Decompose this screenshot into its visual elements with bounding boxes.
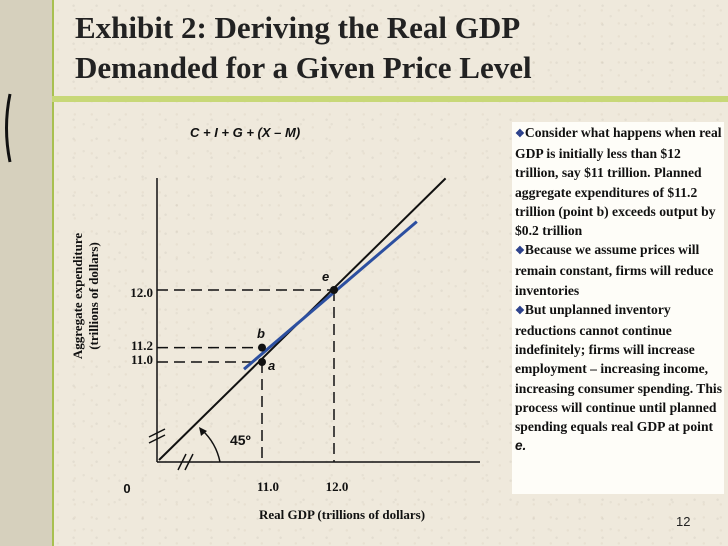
guide-e — [157, 289, 335, 462]
x-axis-break — [177, 453, 194, 471]
side-bracket-decor — [5, 93, 12, 163]
bullet-3: ❖But unplanned inventory reductions cann… — [515, 300, 722, 456]
y-tick-11-2: 11.2 — [131, 338, 153, 353]
left-decor-strip — [0, 0, 54, 546]
y-axis-title-line2: (trillions of dollars) — [86, 242, 101, 350]
point-b — [258, 343, 266, 352]
slide-number: 12 — [676, 514, 691, 529]
title-line-2: Demanded for a Given Price Level — [75, 50, 532, 85]
y-tick-12-0: 12.0 — [130, 285, 153, 300]
ae-curve — [243, 220, 418, 371]
bullet-2-text: Because we assume prices will remain con… — [515, 242, 714, 298]
curve-label: C + I + G + (X – M) — [190, 125, 300, 140]
angle-arrowhead — [199, 427, 207, 436]
title-line-1: Exhibit 2: Deriving the Real GDP — [75, 10, 521, 45]
bullet-panel: ❖Consider what happens when real GDP is … — [512, 122, 724, 494]
point-b-label: b — [257, 326, 265, 341]
y-axis-break — [148, 428, 166, 444]
point-a-label: a — [268, 358, 275, 373]
x-tick-11-0: 11.0 — [257, 479, 279, 494]
bullet-3-text: But unplanned inventory reductions canno… — [515, 301, 722, 435]
point-e-label: e — [322, 269, 329, 284]
origin-label: 0 — [123, 481, 130, 496]
y-tick-11-0: 11.0 — [131, 352, 153, 367]
y-axis-title-line1: Aggregate expenditure — [70, 233, 85, 359]
bullet-1-text: Consider what happens when real GDP is i… — [515, 125, 722, 239]
x-axis-title: Real GDP (trillions of dollars) — [259, 507, 425, 522]
diamond-bullet-icon: ❖ — [515, 245, 525, 258]
diamond-bullet-icon: ❖ — [515, 128, 525, 140]
point-e — [330, 286, 338, 294]
bullet-1: ❖Consider what happens when real GDP is … — [515, 123, 722, 240]
guide-a — [157, 361, 263, 462]
angle-arc — [201, 429, 221, 463]
diamond-bullet-icon: ❖ — [515, 304, 525, 317]
bullet-2: ❖Because we assume prices will remain co… — [515, 240, 722, 300]
angle-label: 45º — [230, 432, 251, 448]
point-a — [258, 358, 266, 366]
dashed-guides — [157, 289, 335, 462]
title-underline — [52, 96, 728, 102]
x-tick-12-0: 12.0 — [326, 479, 349, 494]
slide-title: Exhibit 2: Deriving the Real GDP Demande… — [75, 8, 635, 88]
bullet-3-point: e. — [515, 438, 527, 454]
